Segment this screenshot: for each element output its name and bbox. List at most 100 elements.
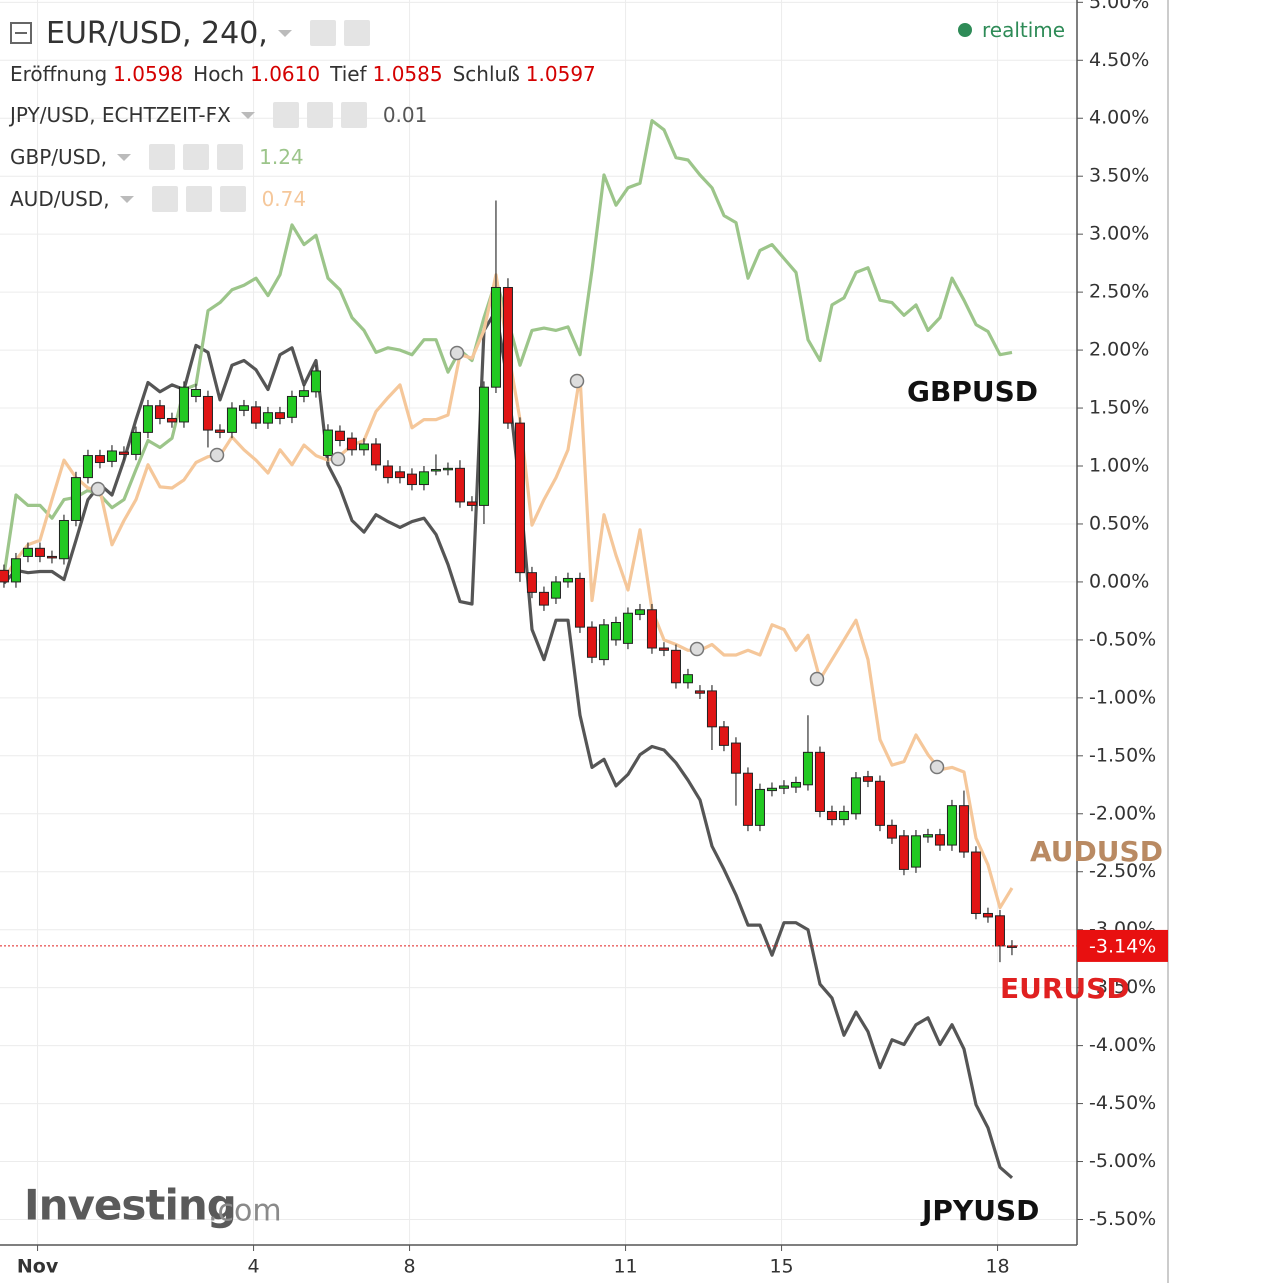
candle-body <box>754 788 765 826</box>
candle-body <box>826 810 837 821</box>
y-tick-label: 0.50% <box>1089 512 1149 534</box>
y-tick-label: -4.00% <box>1089 1034 1156 1056</box>
candle-body <box>274 412 285 419</box>
ohlc-value: 1.0597 <box>525 62 596 86</box>
last-value-badge <box>1077 929 1168 962</box>
candle-body <box>790 781 801 788</box>
series-name: GBP/USD, <box>10 145 108 169</box>
candle-body <box>766 787 777 792</box>
event-marker[interactable] <box>449 345 465 361</box>
series-legend-value: 1.24 <box>259 145 304 169</box>
series-legend-row: JPY/USD, ECHTZEIT-FX 0.01 <box>10 94 606 136</box>
event-marker[interactable] <box>330 451 346 467</box>
x-tick-label: 4 <box>248 1256 260 1278</box>
candle-body <box>646 609 657 649</box>
annotation: EURUSD <box>1000 972 1130 1005</box>
watermark-brand: Investing <box>24 1181 236 1230</box>
candle-body <box>886 824 897 839</box>
candle-body <box>922 834 933 838</box>
candle-body <box>982 912 993 918</box>
y-tick-label: 2.50% <box>1089 281 1149 303</box>
candle-body <box>550 581 561 599</box>
candle-body <box>1006 945 1017 948</box>
ohlc-label: Eröffnung <box>10 62 108 86</box>
candle-body <box>178 386 189 423</box>
candle-body <box>622 612 633 644</box>
candle-body <box>262 412 273 424</box>
candle-body <box>442 467 453 471</box>
ohlc-label: Schluß <box>452 62 520 86</box>
remove-icon[interactable] <box>217 144 244 170</box>
collapse-button[interactable] <box>10 22 32 44</box>
candle-body <box>934 834 945 846</box>
candle-body <box>718 726 729 746</box>
dropdown-caret[interactable] <box>240 111 255 119</box>
x-tick-label: 15 <box>769 1256 793 1278</box>
event-marker[interactable] <box>569 373 585 389</box>
eye-icon[interactable] <box>149 144 176 170</box>
candle-body <box>514 422 525 574</box>
candle-body <box>346 437 357 451</box>
event-marker[interactable] <box>689 641 705 657</box>
settings-icon[interactable] <box>343 20 370 46</box>
candle-body <box>502 286 513 424</box>
grid <box>0 0 1077 1245</box>
last-value-label: -3.14% <box>1089 935 1156 957</box>
eye-icon[interactable] <box>309 20 336 46</box>
candle-body <box>10 558 21 583</box>
dropdown-caret[interactable] <box>117 153 132 161</box>
candle-body <box>34 547 45 557</box>
event-marker[interactable] <box>929 759 945 775</box>
legend: EUR/USD, 240, Eröffnung 1.0598 Hoch 1.0610 Ti… <box>10 12 606 220</box>
candle-body <box>958 805 969 853</box>
series-line <box>2 309 1014 1180</box>
event-markers <box>90 345 945 775</box>
dropdown-caret[interactable] <box>277 29 292 37</box>
event-marker[interactable] <box>90 481 106 497</box>
axes: 5.00% 4.50% 4.00% 3.50% 3.00% 2.50% 2.00% 1.50%… <box>0 0 1169 1283</box>
status: realtime <box>958 18 1065 42</box>
y-tick-label: 2.00% <box>1089 339 1149 361</box>
watermark-suffix: .com <box>208 1194 282 1229</box>
eye-icon[interactable] <box>272 102 299 128</box>
candle-body <box>70 477 81 521</box>
candle-body <box>250 406 261 424</box>
settings-icon[interactable] <box>306 102 333 128</box>
settings-icon[interactable] <box>183 144 210 170</box>
candle-body <box>802 751 813 786</box>
candles <box>0 200 1017 963</box>
candle-body <box>946 805 957 846</box>
candle-body <box>106 450 117 462</box>
dropdown-caret[interactable] <box>119 195 134 203</box>
y-tick-label: -3.50% <box>1089 976 1156 998</box>
remove-icon[interactable] <box>219 186 246 212</box>
series-legend-row: GBP/USD, 1.24 <box>10 136 606 178</box>
event-marker[interactable] <box>809 671 825 687</box>
ohlc-value: 1.0598 <box>113 62 184 86</box>
annotation: GBPUSD <box>907 375 1038 408</box>
candle-body <box>742 772 753 826</box>
candle-body <box>382 465 393 479</box>
candle-body <box>730 742 741 774</box>
candle-body <box>334 430 345 442</box>
settings-icon[interactable] <box>185 186 212 212</box>
x-tick-label: Nov <box>17 1256 59 1278</box>
remove-icon[interactable] <box>340 102 367 128</box>
ohlc-row: Eröffnung 1.0598 Hoch 1.0610 Tief 1.0585 Schlu… <box>10 54 606 94</box>
candle-body <box>634 609 645 615</box>
event-marker[interactable] <box>209 447 225 463</box>
y-tick-label: -5.50% <box>1089 1208 1156 1230</box>
series-name: JPY/USD, ECHTZEIT-FX <box>10 103 231 127</box>
candle-body <box>226 407 237 433</box>
x-tick-label: 18 <box>985 1256 1009 1278</box>
candle-body <box>406 473 417 486</box>
eye-icon[interactable] <box>151 186 178 212</box>
candle-body <box>370 443 381 466</box>
candle-body <box>46 555 57 559</box>
y-tick-label: 4.50% <box>1089 49 1149 71</box>
candle-body <box>202 395 213 431</box>
candle-body <box>706 690 717 728</box>
candle-body <box>394 471 405 479</box>
annotation: JPYUSD <box>920 1194 1039 1227</box>
